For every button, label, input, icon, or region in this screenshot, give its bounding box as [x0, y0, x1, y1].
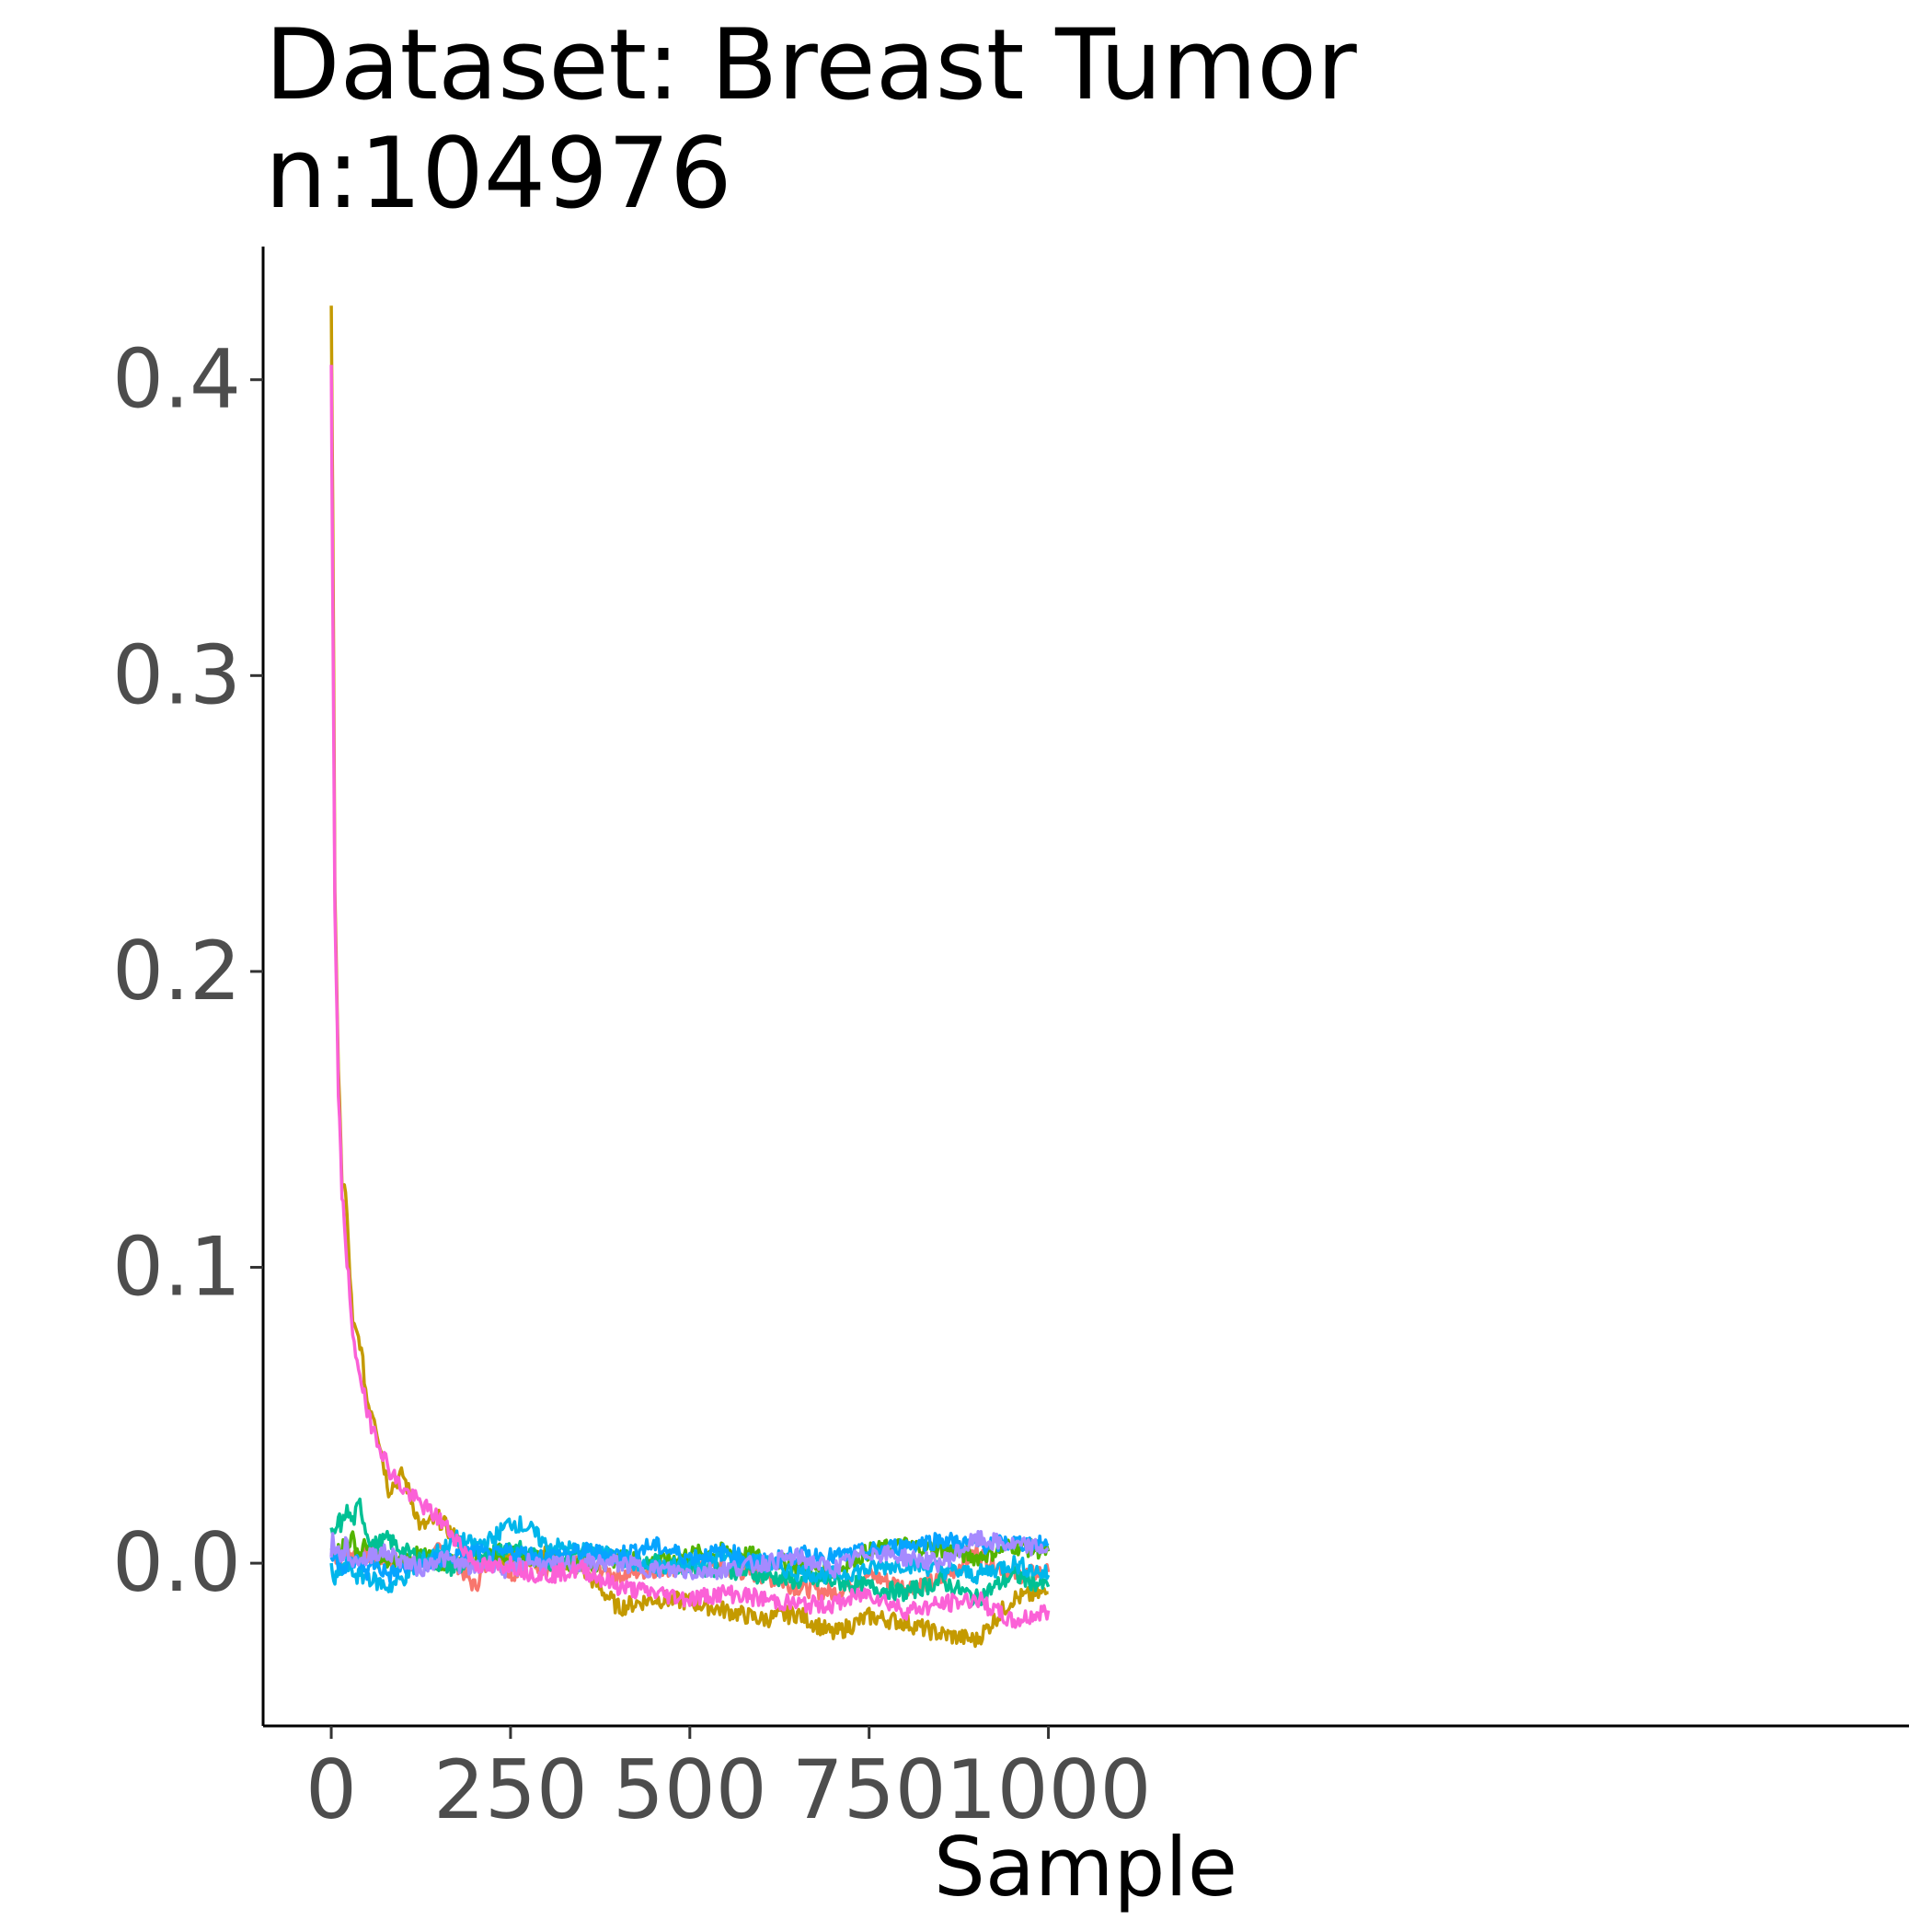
- chart-subtitle: n:104976: [265, 117, 732, 230]
- y-tick-label: 0.4: [112, 332, 241, 427]
- y-axis-ticks: 0.0 0.1 0.2 0.3 0.4: [112, 332, 263, 1610]
- y-tick-label: 0.3: [112, 627, 241, 722]
- series-line-7: [329, 1529, 1050, 1581]
- x-axis-title: Sample: [934, 1820, 1237, 1915]
- y-tick-label: 0.1: [112, 1220, 241, 1315]
- x-tick-label: 750: [792, 1742, 947, 1837]
- series-line-2: [329, 305, 1049, 1649]
- chart-title: Dataset: Breast Tumor: [265, 8, 1357, 121]
- x-tick-label: 500: [613, 1742, 767, 1837]
- y-tick-label: 0.2: [112, 924, 241, 1018]
- series-line-8: [329, 364, 1051, 1629]
- x-tick-label: 0: [305, 1742, 357, 1837]
- y-tick-label: 0.0: [112, 1515, 241, 1610]
- series-layer: [329, 305, 1051, 1649]
- x-tick-label: 250: [433, 1742, 588, 1837]
- x-tick-label: 1000: [946, 1742, 1152, 1837]
